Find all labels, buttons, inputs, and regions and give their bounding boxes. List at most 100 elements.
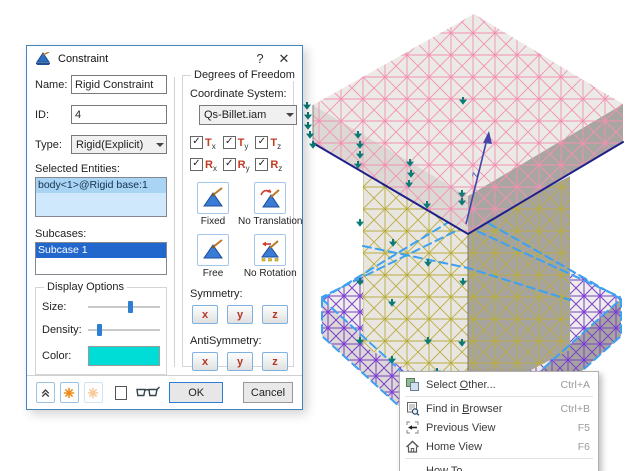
no-rotation-label: No Rotation	[243, 268, 297, 279]
starburst-icon	[64, 387, 75, 398]
display-options-label: Display Options	[44, 281, 128, 293]
selected-entities-label: Selected Entities:	[35, 163, 120, 175]
density-label: Density:	[42, 324, 82, 336]
checkbox[interactable]	[190, 136, 203, 149]
dof-checkbox-rz[interactable]: Rz	[255, 158, 288, 173]
menu-item-how-to[interactable]: How To...	[426, 464, 472, 471]
menu-separator	[405, 396, 593, 397]
z-axis: z	[465, 131, 492, 225]
density-slider-thumb[interactable]	[96, 324, 102, 336]
name-input[interactable]: Rigid Constraint	[71, 75, 167, 94]
coordinate-system-label: Coordinate System:	[190, 88, 287, 100]
symmetry-z-button[interactable]: z	[262, 305, 288, 324]
id-input[interactable]: 4	[71, 105, 167, 124]
checkbox[interactable]	[222, 158, 236, 171]
constraint-icon	[36, 52, 50, 65]
dof-checkbox-rx[interactable]: Rx	[190, 158, 223, 173]
collapse-dialog-button[interactable]	[36, 382, 55, 403]
double-chevron-up-icon	[41, 389, 50, 398]
free-pyramid-icon	[203, 239, 223, 259]
id-label: ID:	[35, 108, 50, 121]
constraint-dialog: Constraint ? ✕ Name: Rigid Constraint ID…	[26, 45, 303, 410]
top-slab[interactable]	[312, 14, 623, 234]
checkbox[interactable]	[255, 136, 269, 149]
preview-off-button[interactable]	[83, 382, 103, 403]
menu-item-find-in-browser[interactable]: Find in Browser Ctrl+B	[400, 399, 598, 418]
antisymmetry-x-button[interactable]: x	[192, 352, 218, 371]
ok-button[interactable]: OK	[169, 382, 223, 403]
color-label: Color:	[42, 350, 72, 362]
dof-checkbox-tx[interactable]: Tx	[190, 136, 223, 151]
constraint-marker	[304, 122, 312, 130]
cancel-button[interactable]: Cancel	[242, 382, 294, 403]
density-slider[interactable]	[88, 323, 160, 337]
starburst-dim-icon	[88, 387, 99, 398]
home-view-icon	[405, 439, 426, 454]
menu-separator	[405, 458, 593, 459]
antisymmetry-label: AntiSymmetry:	[190, 335, 262, 347]
chevron-down-icon	[156, 142, 164, 151]
dof-checkbox-tz[interactable]: Tz	[255, 136, 288, 151]
selected-entities-list[interactable]: body<1>@Rigid base:1	[35, 177, 167, 217]
checkbox[interactable]	[222, 136, 236, 149]
no-translation-icon	[260, 189, 281, 208]
checkbox[interactable]	[190, 158, 203, 171]
no-rotation-button[interactable]	[254, 234, 287, 266]
coordinate-system-dropdown[interactable]: Qs-Billet.iam	[199, 105, 297, 125]
column-body[interactable]	[363, 172, 570, 402]
constraint-marker	[304, 112, 312, 120]
name-label: Name:	[35, 78, 68, 91]
preview-on-button[interactable]	[59, 382, 79, 403]
context-menu: Select Other... Ctrl+A Find in Browser C…	[399, 371, 599, 471]
top-slab-bottom-edges	[312, 141, 624, 236]
menu-item-home-view[interactable]: Home View F6	[400, 437, 598, 456]
display-options-group: Display Options Size: Density:	[35, 281, 167, 375]
column-divider	[174, 77, 175, 367]
checkbox[interactable]	[255, 158, 269, 171]
no-rotation-icon	[261, 240, 280, 262]
free-label: Free	[202, 268, 224, 279]
find-in-browser-icon	[405, 401, 426, 416]
symmetry-label: Symmetry:	[190, 288, 243, 300]
menu-shortcut: F6	[577, 440, 590, 453]
antisymmetry-y-button[interactable]: y	[227, 352, 253, 371]
subcases-list[interactable]: Subcase 1	[35, 241, 167, 275]
menu-shortcut: Ctrl+A	[560, 378, 590, 391]
select-other-icon	[405, 377, 426, 392]
glasses-icon[interactable]	[135, 386, 161, 399]
no-translation-button[interactable]	[254, 182, 287, 214]
menu-shortcut: F5	[577, 421, 590, 434]
list-item[interactable]: body<1>@Rigid base:1	[36, 178, 166, 193]
fixed-button[interactable]	[197, 182, 229, 214]
close-button[interactable]: ✕	[278, 50, 290, 66]
dialog-titlebar[interactable]: Constraint ? ✕	[27, 46, 302, 71]
antisymmetry-z-button[interactable]: z	[262, 352, 288, 371]
footer-checkbox[interactable]	[114, 385, 128, 400]
symmetry-y-button[interactable]: y	[227, 305, 253, 324]
size-label: Size:	[42, 301, 67, 313]
dof-checkbox-ty[interactable]: Ty	[222, 136, 256, 151]
subcases-label: Subcases:	[35, 227, 87, 240]
type-label: Type:	[35, 138, 62, 151]
list-item[interactable]: Subcase 1	[36, 242, 166, 258]
help-button[interactable]: ?	[256, 51, 264, 66]
constraint-marker	[356, 219, 364, 227]
fixed-pyramid-icon	[203, 187, 223, 207]
z-axis-label: z	[469, 171, 481, 178]
no-translation-label: No Translation	[238, 216, 303, 227]
dof-checkbox-ry[interactable]: Ry	[222, 158, 256, 173]
menu-item-previous-view[interactable]: Previous View F5	[400, 418, 598, 437]
color-swatch[interactable]	[88, 346, 160, 366]
free-button[interactable]	[197, 234, 229, 266]
type-dropdown[interactable]: Rigid(Explicit)	[71, 135, 167, 154]
size-slider-thumb[interactable]	[127, 301, 133, 313]
degrees-of-freedom-label: Degrees of Freedom	[191, 69, 298, 81]
constraint-marker	[303, 102, 311, 110]
menu-item-select-other[interactable]: Select Other... Ctrl+A	[400, 375, 598, 394]
fixed-label: Fixed	[200, 216, 226, 227]
menu-shortcut: Ctrl+B	[560, 402, 590, 415]
degrees-of-freedom-group: Degrees of Freedom Coordinate System: Qs…	[182, 69, 302, 371]
size-slider[interactable]	[88, 300, 160, 314]
symmetry-x-button[interactable]: x	[192, 305, 218, 324]
